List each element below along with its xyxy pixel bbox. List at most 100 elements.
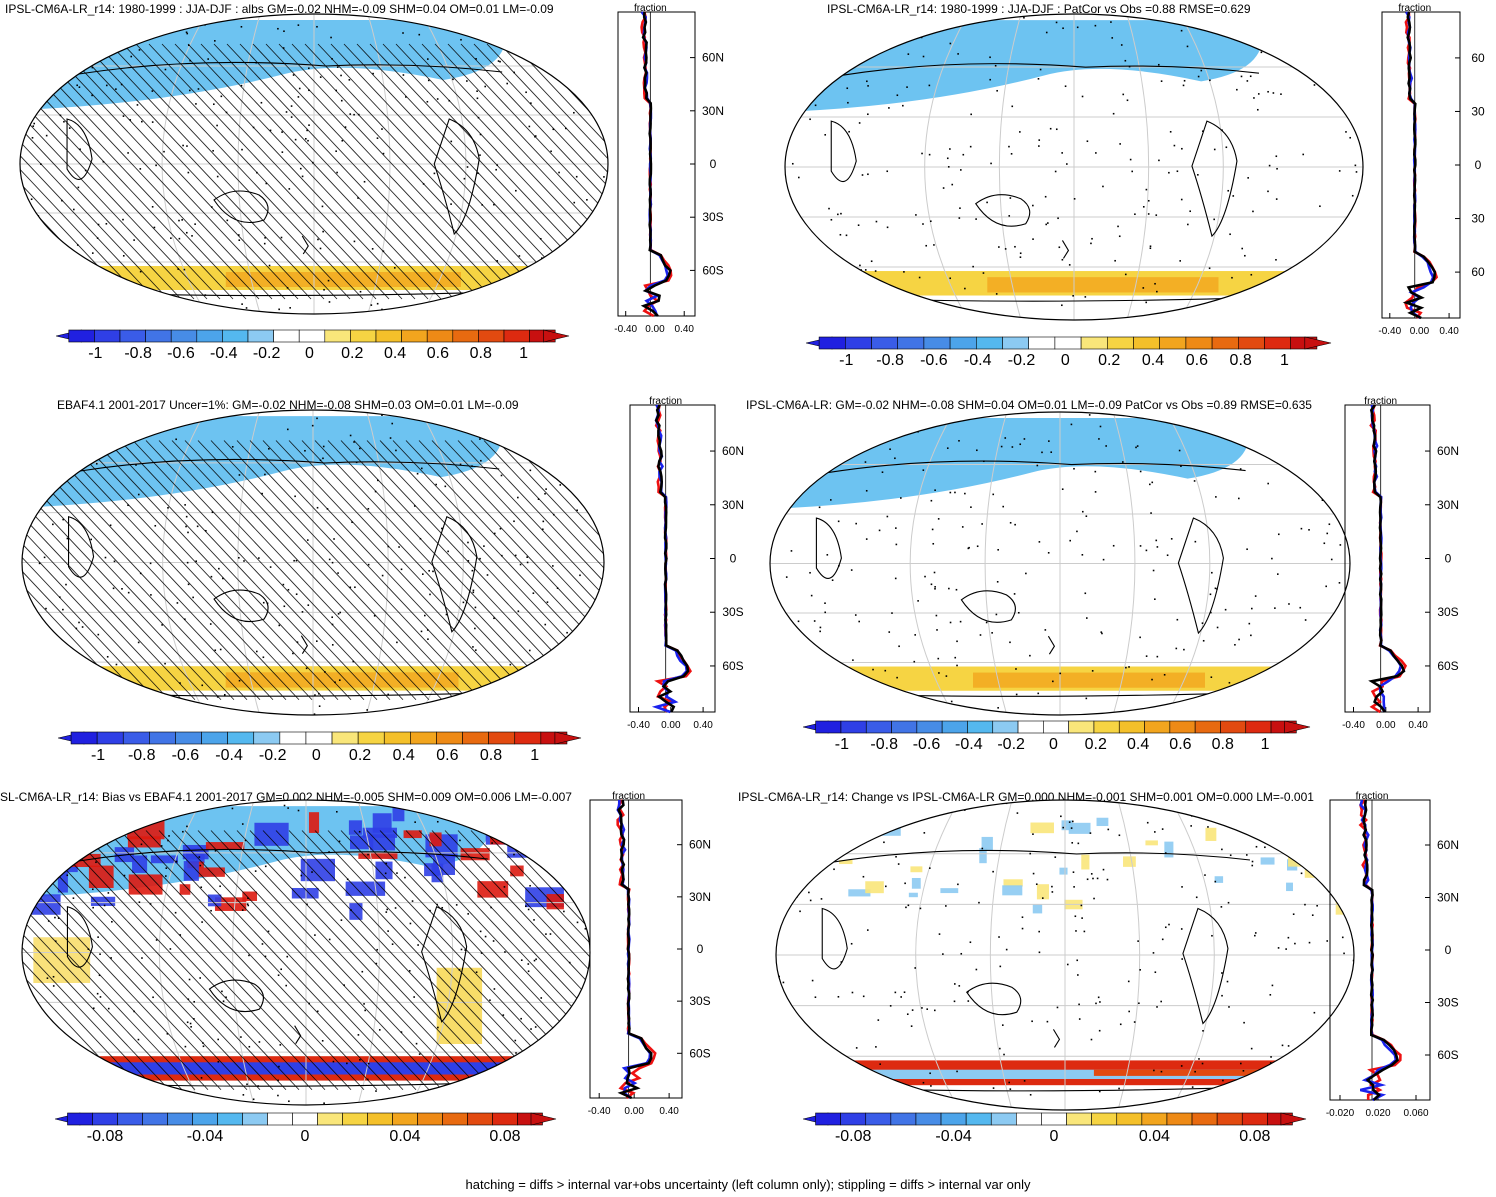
colorbar-tick-label: -0.8 bbox=[124, 345, 152, 362]
zonal-y-tick-label: 30S bbox=[1437, 605, 1458, 619]
zonal-x-tick-label: -0.40 bbox=[627, 720, 650, 731]
colorbar-tick-label: 1 bbox=[1280, 352, 1289, 369]
zonal-x-tick-label: -0.40 bbox=[1378, 326, 1401, 337]
colorbar-swatch bbox=[70, 731, 98, 745]
robinson-map bbox=[21, 409, 605, 716]
zonal-y-tick-label: 30 bbox=[1471, 104, 1485, 118]
colorbar bbox=[56, 329, 570, 343]
colorbar-swatch bbox=[949, 336, 977, 350]
colorbar-swatch bbox=[142, 1112, 168, 1126]
zonal-mean-plot: fraction 60N 30N 0 30S 60S -0.020 0.020 0.060 bbox=[1326, 791, 1459, 1119]
colorbar-tick-label: -0.04 bbox=[186, 1128, 224, 1145]
colorbar-tick-label: 1 bbox=[530, 747, 540, 764]
zonal-x-tick-label: 0.00 bbox=[661, 720, 681, 731]
colorbar-tick-label: -0.6 bbox=[171, 747, 200, 764]
zonal-x-tick-label: 0.020 bbox=[1365, 1108, 1390, 1119]
zonal-mean-plot: fraction 60N 30N 0 30S 60S -0.40 0.00 0.40 bbox=[1342, 396, 1459, 731]
colorbar-swatch bbox=[1118, 720, 1145, 734]
zonal-x-tick-label: 0.060 bbox=[1403, 1108, 1428, 1119]
colorbar-swatch bbox=[1068, 720, 1095, 734]
zonal-mean-plot: fraction 60N 30N 0 30S 60S -0.40 0.00 0.40 bbox=[614, 3, 724, 335]
zonal-y-tick-label: 0 bbox=[1445, 552, 1452, 566]
colorbar-swatch bbox=[253, 731, 281, 745]
colorbar-tick-label: -0.8 bbox=[876, 352, 904, 369]
colorbar-tick-label: 0.4 bbox=[1141, 352, 1165, 369]
zonal-mean-plot: fraction 60N 30N 0 30S 60S -0.40 0.00 0.40 bbox=[588, 791, 711, 1117]
colorbar-swatch bbox=[890, 1112, 917, 1126]
zonal-x-tick-label: 0.40 bbox=[1439, 326, 1459, 337]
colorbar-tick-label: 0 bbox=[1049, 736, 1058, 753]
colorbar-swatch bbox=[317, 1112, 343, 1126]
colorbar-tick-label: 0.2 bbox=[341, 345, 364, 362]
colorbar-tick-label: 0.6 bbox=[426, 345, 450, 362]
colorbar-swatch bbox=[196, 329, 223, 343]
colorbar-swatch bbox=[897, 336, 925, 350]
colorbar-tick-label: 0 bbox=[300, 1128, 310, 1145]
colorbar-swatch bbox=[1144, 720, 1171, 734]
colorbar-swatch bbox=[923, 336, 951, 350]
colorbar-tick-label: 0.2 bbox=[1084, 736, 1107, 753]
colorbar-swatch bbox=[1066, 1112, 1092, 1126]
colorbar-tick-label: -0.2 bbox=[252, 345, 281, 362]
colorbar-swatch bbox=[1241, 1112, 1268, 1126]
colorbar-tick-label: 0 bbox=[1049, 1128, 1059, 1145]
colorbar-swatch bbox=[273, 329, 300, 343]
colorbar-swatch bbox=[992, 720, 1019, 734]
zonal-line-black bbox=[1402, 11, 1437, 320]
colorbar-swatch bbox=[1116, 1112, 1143, 1126]
zonal-x-tick-label: -0.40 bbox=[588, 1106, 611, 1117]
colorbar-swatch bbox=[401, 329, 428, 343]
colorbar bbox=[803, 1112, 1307, 1126]
zonal-y-tick-label: 30N bbox=[1437, 891, 1459, 905]
colorbar-tick-label: 0.8 bbox=[469, 345, 492, 362]
colorbar-tick-label: -0.6 bbox=[167, 345, 195, 362]
colorbar-swatch bbox=[941, 720, 968, 734]
colorbar-swatch bbox=[192, 1112, 218, 1126]
zonal-y-tick-label: 60N bbox=[689, 838, 711, 852]
zonal-axis-label: fraction bbox=[1364, 396, 1397, 407]
colorbar-swatch bbox=[145, 329, 172, 343]
robinson-map bbox=[775, 799, 1355, 1111]
colorbar-tick-label: 0.6 bbox=[1169, 736, 1192, 753]
zonal-y-tick-label: 30 bbox=[1471, 212, 1485, 226]
zonal-mean-plot: fraction 60N 30N 0 30S 60S -0.40 0.00 0.40 bbox=[627, 396, 744, 731]
colorbar-tick-label: -0.6 bbox=[912, 736, 941, 753]
colorbar-swatch bbox=[436, 731, 463, 745]
colorbar-swatch bbox=[324, 329, 351, 343]
colorbar-tick-label: 0 bbox=[304, 345, 314, 362]
colorbar-swatch bbox=[1054, 336, 1082, 350]
colorbar-swatch bbox=[1141, 1112, 1168, 1126]
zonal-line-black bbox=[640, 11, 672, 317]
zonal-y-tick-label: 60S bbox=[1437, 1048, 1458, 1062]
colorbar-tick-label: -0.4 bbox=[209, 345, 238, 362]
graticule bbox=[785, 14, 1363, 320]
colorbar-swatch bbox=[1169, 720, 1196, 734]
graticule bbox=[770, 412, 1350, 715]
zonal-y-tick-label: 60 bbox=[1471, 51, 1485, 65]
colorbar-swatch bbox=[167, 1112, 193, 1126]
colorbar bbox=[55, 1112, 557, 1126]
colorbar-swatch bbox=[1016, 1112, 1042, 1126]
colorbar-swatch bbox=[1028, 336, 1056, 350]
zonal-y-tick-label: 60S bbox=[702, 263, 723, 277]
colorbar-tick-label: -0.2 bbox=[258, 747, 287, 764]
colorbar-swatch bbox=[117, 1112, 143, 1126]
zonal-y-tick-label: 0 bbox=[1445, 943, 1452, 957]
zonal-line-black bbox=[1368, 404, 1406, 713]
colorbar-swatch bbox=[844, 336, 872, 350]
zonal-x-tick-label: 0.00 bbox=[1410, 326, 1430, 337]
robinson-map bbox=[19, 13, 609, 315]
colorbar-tick-label: 0.2 bbox=[348, 747, 372, 764]
robinson-map bbox=[784, 13, 1364, 321]
colorbar-swatch bbox=[1237, 336, 1265, 350]
colorbar-tick-label: 0.8 bbox=[1211, 736, 1234, 753]
colorbar-tick-label: 1 bbox=[1260, 736, 1270, 753]
zonal-x-tick-label: -0.40 bbox=[614, 324, 637, 335]
colorbar-swatch bbox=[227, 731, 255, 745]
colorbar-tick-label: -1 bbox=[839, 352, 854, 369]
colorbar bbox=[803, 720, 1311, 734]
colorbar-swatch bbox=[247, 329, 274, 343]
graticule bbox=[22, 410, 604, 715]
robinson-map bbox=[769, 411, 1351, 716]
zonal-x-tick-label: 0.40 bbox=[674, 324, 694, 335]
